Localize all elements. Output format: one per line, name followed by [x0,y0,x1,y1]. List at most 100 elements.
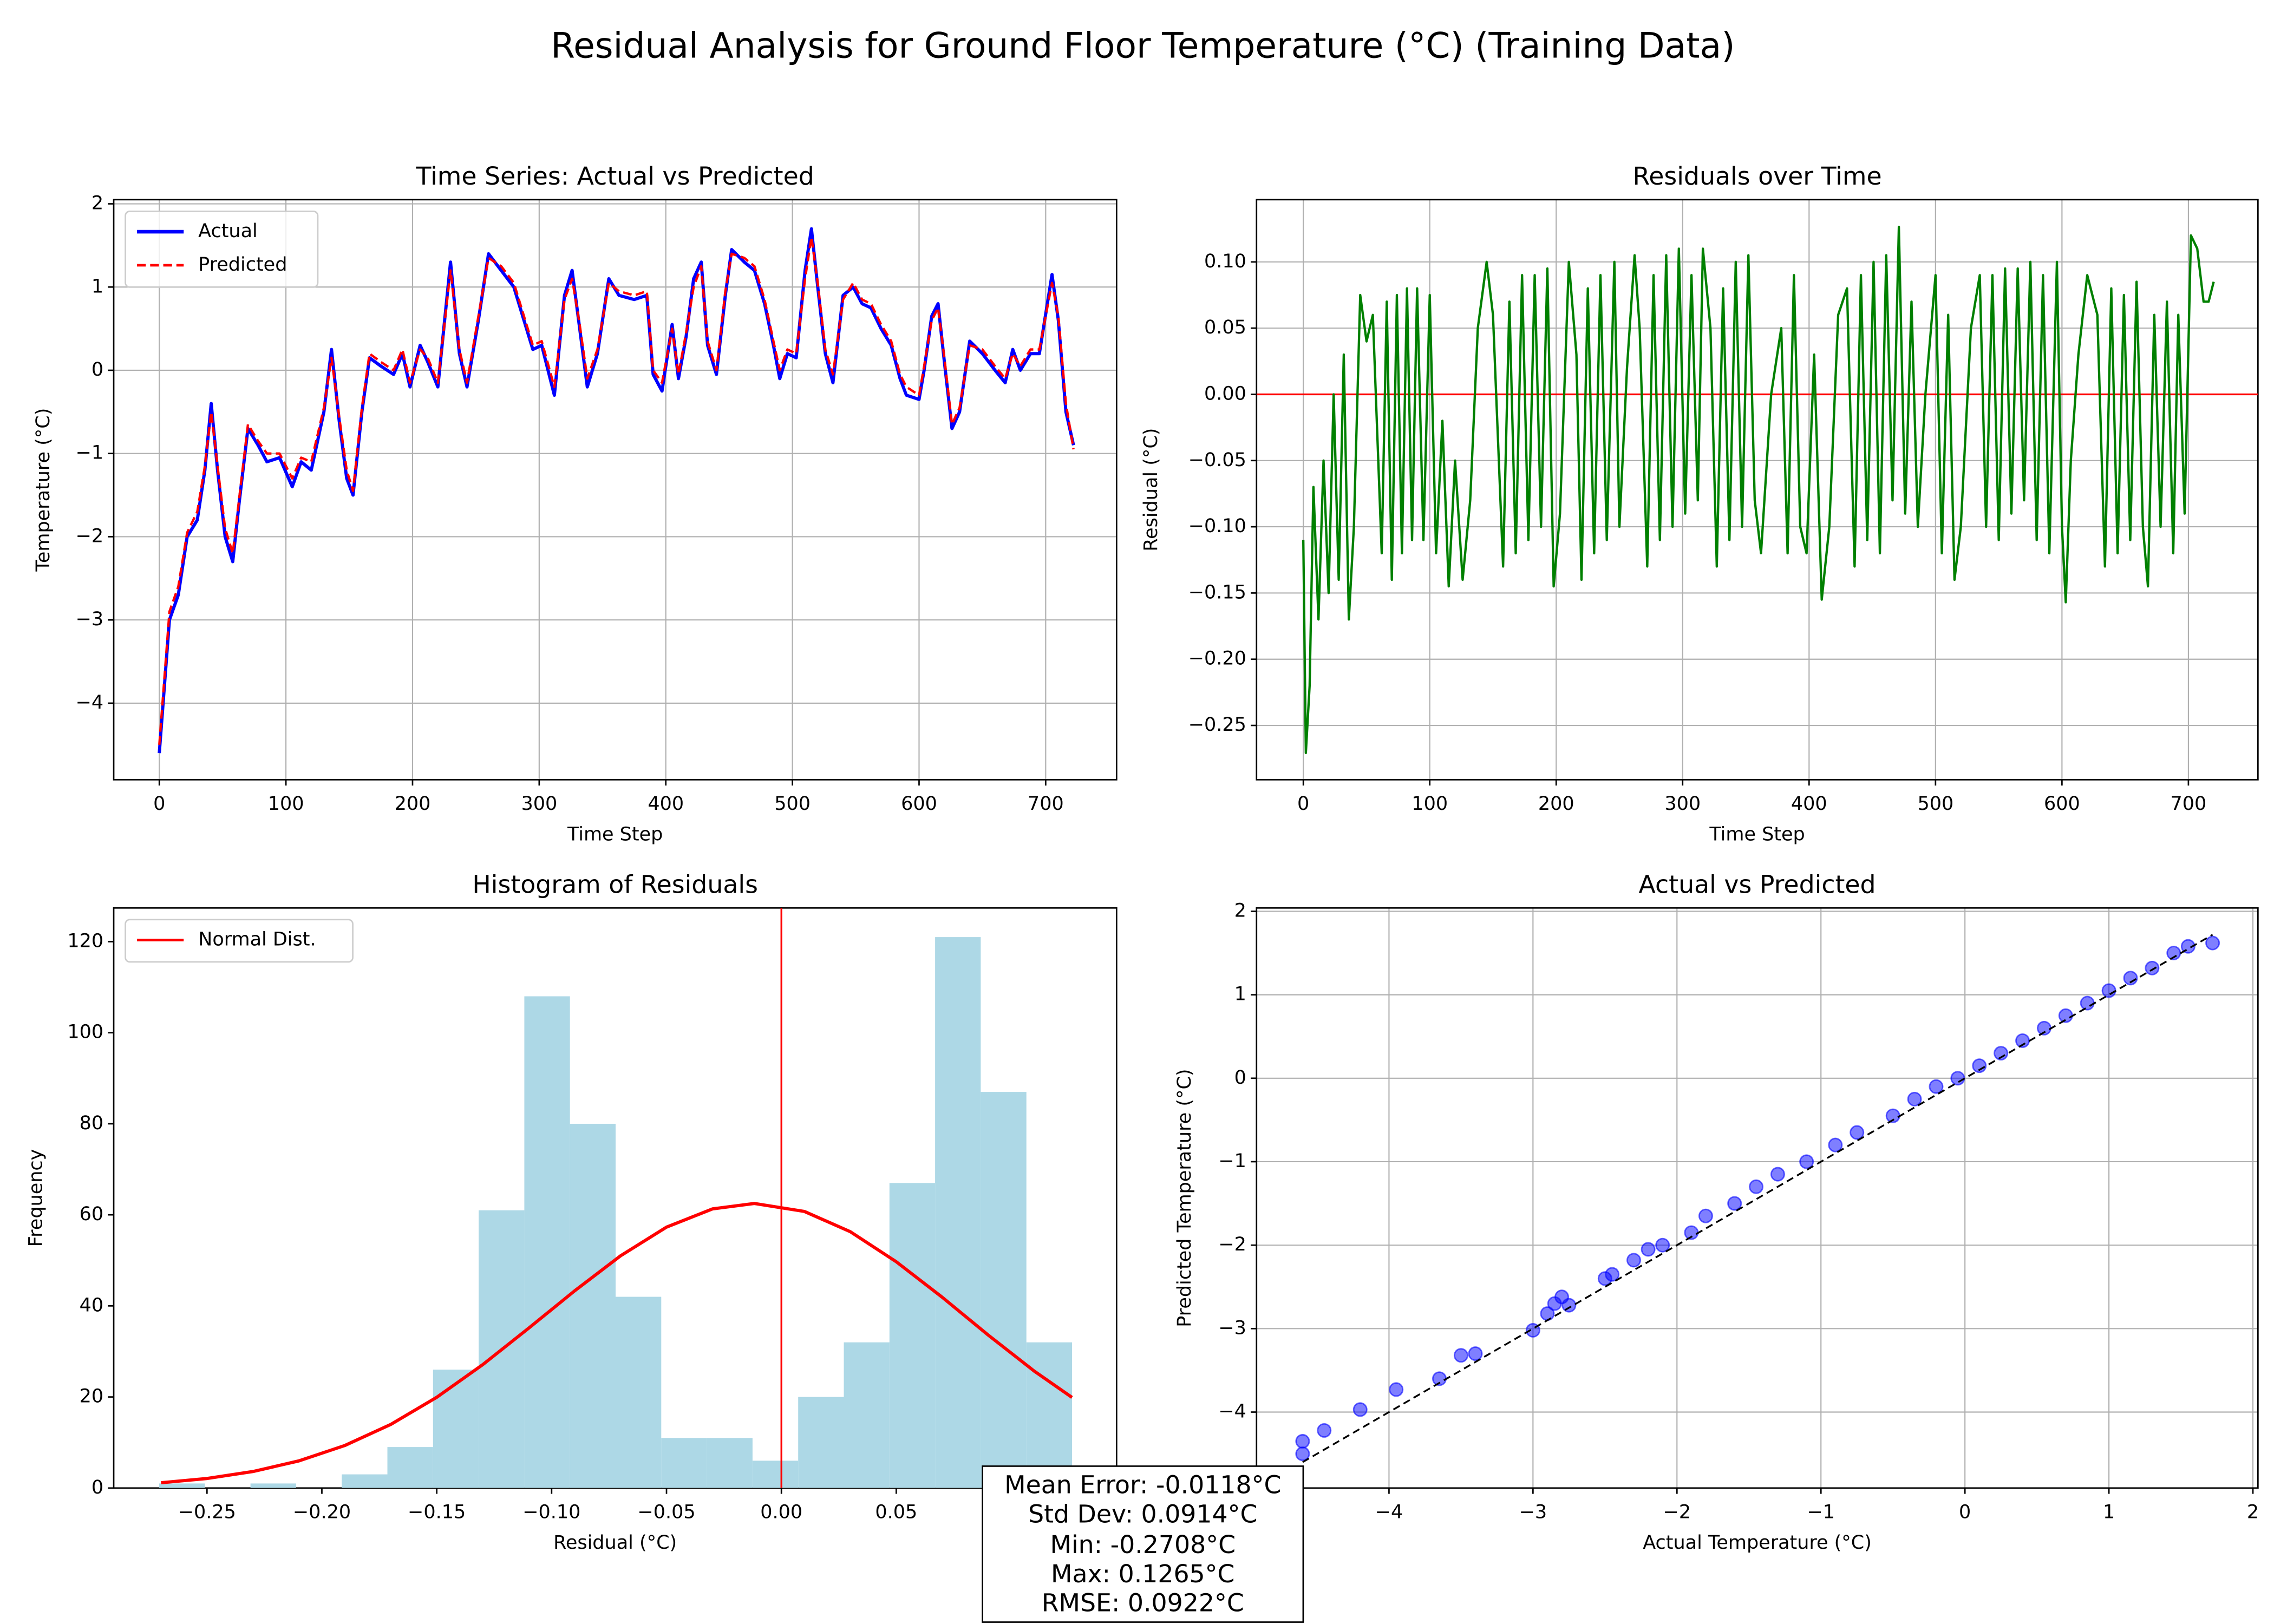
histogram-bar [250,1483,296,1488]
stats-line: Std Dev: 0.0914°C [1028,1499,1257,1528]
series-line [161,1202,1073,1485]
histogram-bar [707,1438,753,1488]
series-line [158,227,1075,754]
histogram-bar [616,1296,662,1488]
histogram-bar [661,1438,707,1488]
reference-line [1302,934,2213,1463]
x-tick-label: 0 [153,793,165,815]
y-tick-label: 40 [80,1294,104,1316]
x-tick-label: −2 [1663,1502,1691,1523]
scatter-point [1605,1267,1620,1282]
y-axis-label: Frequency [25,1149,47,1247]
scatter-point [1626,1253,1641,1268]
x-axis-label: Time Step [567,824,663,846]
scatter-point [1850,1125,1865,1140]
y-axis-label: Residual (°C) [1140,428,1162,552]
x-tick-label: −3 [1519,1502,1547,1523]
y-tick-label: 2 [1234,900,1246,921]
scatter-point [1727,1196,1742,1211]
y-tick-label: 0.10 [1204,251,1246,272]
scatter-point [2080,996,2095,1011]
y-tick-label: 120 [67,931,103,952]
scatter-point [2205,935,2220,951]
axes-frame [1256,199,2259,781]
y-tick-label: −1 [1218,1150,1246,1172]
x-tick-label: 0.05 [875,1502,917,1523]
stats-line: Mean Error: -0.0118°C [1004,1471,1281,1499]
x-axis-label: Residual (°C) [553,1532,677,1554]
scatter-point [2180,939,2195,954]
histogram-bar [844,1342,890,1488]
histogram-bar [889,1183,936,1488]
data-layer [1295,934,2220,1463]
x-tick-label: 0 [1959,1502,1971,1523]
x-tick-label: 500 [774,793,811,815]
scatter-point [2101,983,2116,998]
y-tick-label: 0 [1234,1067,1246,1089]
y-tick-label: 0.00 [1204,383,1246,404]
y-tick-label: 80 [80,1112,104,1134]
axes-title: Histogram of Residuals [472,870,758,899]
histogram-bar [935,937,981,1488]
x-tick-label: 400 [648,793,684,815]
y-tick-label: −3 [76,608,104,630]
legend-frame [125,919,354,963]
x-tick-label: −0.10 [522,1502,580,1523]
x-tick-label: 100 [268,793,304,815]
legend: Actual Predicted [125,211,319,288]
series-line [1302,225,2215,755]
y-tick-label: 60 [80,1203,104,1225]
x-tick-label: −1 [1807,1502,1835,1523]
y-tick-label: 100 [67,1021,103,1043]
scatter-point [1389,1382,1404,1397]
stats-line: Max: 0.1265°C [1051,1560,1234,1588]
histogram-bar [433,1370,479,1488]
x-tick-label: 200 [395,793,431,815]
histogram-bar [159,1483,205,1488]
scatter-point [1828,1137,1843,1152]
y-tick-label: 2 [92,193,103,214]
scatter-point [1317,1423,1332,1438]
scatter-point [1929,1079,1944,1094]
legend: Normal Dist. [125,919,354,963]
scatter-point [1295,1446,1310,1462]
x-tick-label: 600 [2044,793,2080,815]
series-line [158,235,1075,745]
y-tick-label: −2 [76,525,104,547]
x-tick-label: −0.20 [293,1502,351,1523]
scatter-point [1468,1346,1483,1361]
legend-label: Predicted [198,254,287,276]
data-layer [1256,225,2258,755]
histogram-bar [752,1461,799,1488]
x-tick-label: −4 [1375,1502,1403,1523]
histogram-bar [524,996,570,1488]
scatter-point [1453,1348,1468,1363]
scatter-point [2145,960,2160,975]
stats-line: RMSE: 0.0922°C [1042,1589,1244,1618]
y-tick-label: −0.15 [1188,581,1246,603]
y-tick-label: 0 [92,359,103,381]
stats-frame [982,1465,1304,1623]
y-tick-label: −1 [76,442,104,464]
x-tick-label: 0 [1297,793,1309,815]
y-tick-label: 1 [92,276,103,297]
scatter-point [1799,1154,1814,1169]
scatter-point [1655,1237,1670,1253]
scatter-point [1907,1091,1922,1106]
y-tick-label: −0.05 [1188,449,1246,471]
scatter-point [1561,1298,1577,1313]
histogram-bar [387,1447,433,1488]
histogram-bar [1026,1342,1072,1488]
x-axis-label: Actual Temperature (°C) [1643,1532,1872,1554]
histogram-bar [342,1474,388,1488]
histogram-bar [570,1123,616,1488]
axes: 0 100 200 300 400 500 600 700 −0.25 −0.20 −0.15 −0.… [1140,162,2259,846]
x-axis-label: Time Step [1709,824,1805,846]
x-tick-label: 600 [901,793,937,815]
x-tick-label: 100 [1412,793,1448,815]
data-layer [158,227,1075,754]
x-tick-label: 300 [521,793,557,815]
x-tick-label: 1 [2103,1502,2115,1523]
axes-frame [113,199,1118,781]
